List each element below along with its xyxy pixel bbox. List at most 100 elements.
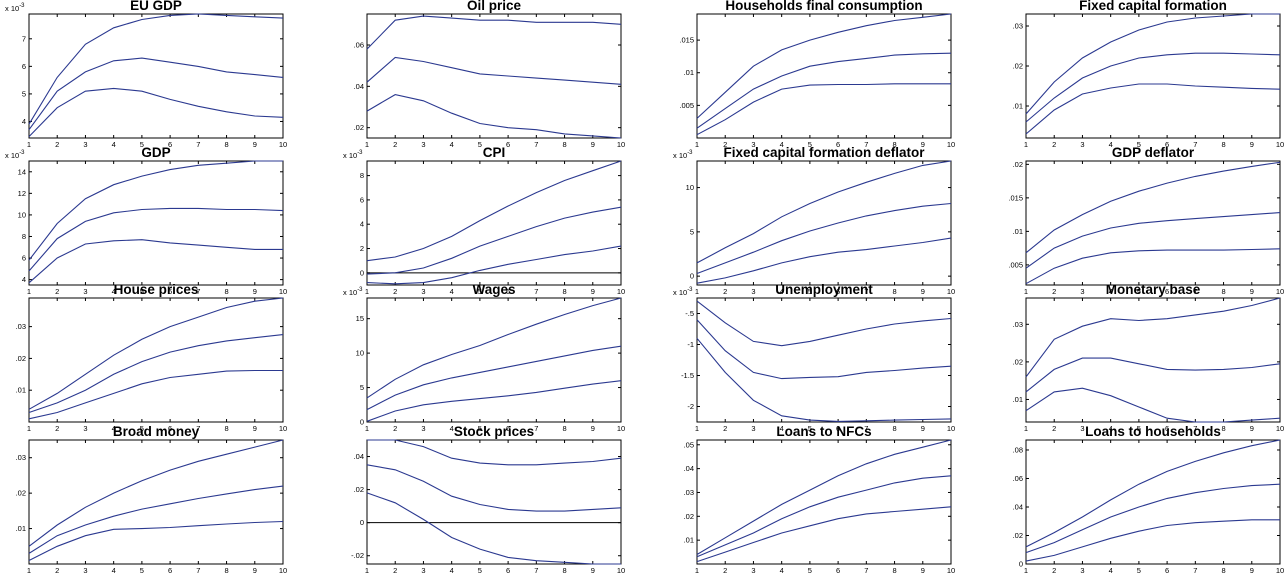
x-tick-label: 10 [279,140,287,149]
axis-exponent: x 10-3 [5,150,25,160]
chart-title: Households final consumption [725,0,922,13]
series-line [1025,297,1281,378]
x-tick-label: 2 [393,287,397,296]
chart-panel: Oil price 1 2 3 4 5 6 7 8 9 10 .02 .04 .06 [354,0,626,149]
series-line [1025,357,1281,393]
y-tick-label: 6 [22,62,26,71]
series-line [1025,439,1281,548]
x-tick-label: 7 [864,566,868,575]
y-tick-label: .01 [16,524,26,533]
x-tick-label: 3 [751,140,755,149]
series-line [696,439,952,555]
x-tick-label: 2 [723,424,727,433]
y-tick-label: 14 [18,167,26,176]
plot-frame [366,297,622,423]
series-line [28,439,284,547]
x-tick-label: 2 [1052,424,1056,433]
chart-panel: Monetary base 1 2 3 4 5 6 7 8 9 10 .01 .02 .03 [1013,282,1285,433]
x-tick-label: 9 [1250,424,1254,433]
plot-frame [28,160,284,286]
x-tick-label: 3 [751,566,755,575]
x-tick-label: 6 [1165,424,1169,433]
y-tick-label: 15 [356,314,364,323]
chart-title: GDP deflator [1112,145,1195,160]
x-tick-label: 1 [1024,424,1028,433]
plot-frame [28,297,284,423]
x-tick-label: 7 [1193,424,1197,433]
x-tick-label: 8 [892,566,896,575]
x-tick-label: 6 [836,424,840,433]
x-tick-label: 6 [836,287,840,296]
x-tick-label: 1 [27,140,31,149]
x-tick-label: 9 [1250,566,1254,575]
x-tick-label: 1 [27,287,31,296]
y-tick-label: 8 [22,232,26,241]
series-line [1025,248,1281,285]
x-tick-label: 5 [478,140,482,149]
chart-panel: Households final consumption 1 2 3 4 5 6 7 8 9 10.… [679,0,955,149]
x-tick-label: 2 [1052,287,1056,296]
x-tick-label: 4 [1109,140,1113,149]
y-tick-label: 6 [360,195,364,204]
x-tick-label: 7 [196,140,200,149]
x-tick-label: 1 [27,566,31,575]
x-tick-label: 2 [723,140,727,149]
x-tick-label: 9 [921,140,925,149]
x-tick-label: 2 [55,140,59,149]
chart-title: Wages [472,282,515,297]
y-tick-label: .02 [16,489,26,498]
x-tick-label: 7 [1193,287,1197,296]
x-tick-label: 9 [1250,140,1254,149]
y-tick-label: .005 [1008,260,1023,269]
chart-panel: House prices 1 2 3 4 5 6 7 8 9 10 .01 .02 .03 [16,282,288,433]
y-tick-label: 4 [22,275,26,284]
x-tick-label: 10 [279,424,287,433]
x-tick-label: 2 [1052,566,1056,575]
series-line [1025,212,1281,269]
y-tick-label: .02 [16,354,26,363]
y-tick-label: 4 [22,117,26,126]
x-tick-label: 7 [196,424,200,433]
series-line [366,206,622,275]
x-tick-label: 9 [591,566,595,575]
axis-exponent: x 10-3 [5,3,25,13]
y-tick-label: .01 [1013,395,1023,404]
series-line [696,13,952,119]
x-tick-label: 3 [751,287,755,296]
y-tick-label: .08 [1013,445,1023,454]
x-tick-label: 1 [1024,566,1028,575]
chart-title: Fixed capital formation deflator [723,145,925,160]
x-tick-label: 7 [864,140,868,149]
series-line [28,160,283,261]
x-tick-label: 10 [617,140,625,149]
x-tick-label: 7 [196,287,200,296]
x-tick-label: 5 [478,424,482,433]
x-tick-label: 5 [1137,140,1141,149]
x-tick-label: 9 [253,424,257,433]
x-tick-label: 8 [1221,287,1225,296]
x-tick-label: 5 [140,140,144,149]
chart-panel: GDP deflator 1 2 3 4 5 6 7 8 9 10 .005 .01 .015 .02 [1008,145,1284,296]
x-tick-label: 3 [1080,424,1084,433]
series-line [28,485,284,554]
plot-frame [1025,297,1281,423]
y-tick-label: .02 [354,123,364,132]
x-tick-label: 9 [1250,287,1254,296]
x-tick-label: 9 [591,424,595,433]
series-line [28,87,284,137]
chart-title: Fixed capital formation [1079,0,1227,13]
x-tick-label: 5 [1137,424,1141,433]
x-tick-label: 6 [506,287,510,296]
x-tick-label: 9 [253,566,257,575]
y-tick-label: .06 [1013,474,1023,483]
x-tick-label: 8 [224,140,228,149]
x-tick-label: 7 [534,287,538,296]
x-tick-label: 4 [780,566,784,575]
chart-title: Oil price [467,0,522,13]
x-tick-label: 5 [140,566,144,575]
x-tick-label: 10 [1276,566,1284,575]
y-tick-label: .02 [354,485,364,494]
x-tick-label: 4 [450,424,454,433]
